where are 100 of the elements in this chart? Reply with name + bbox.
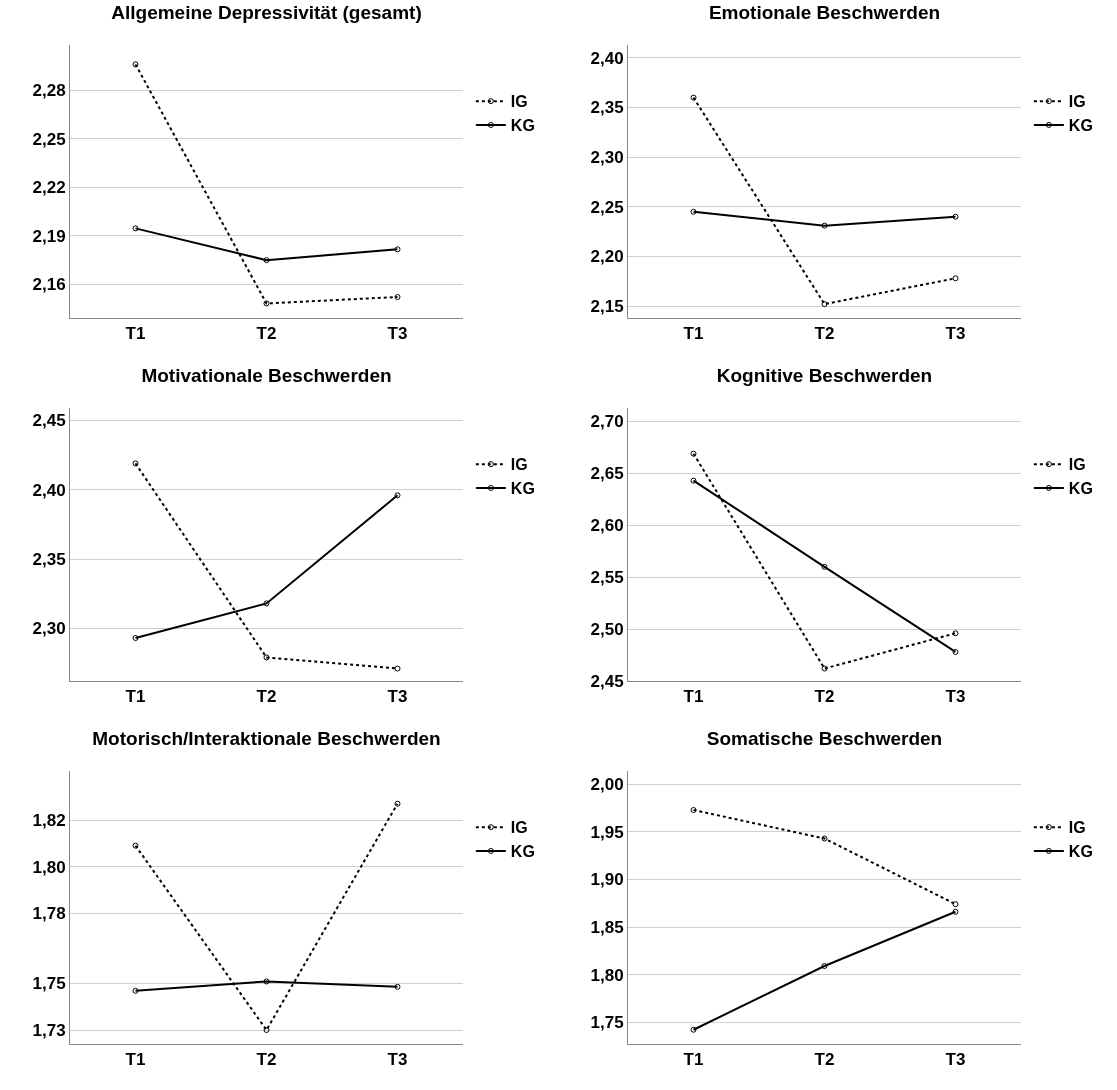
point: [394, 983, 401, 990]
x-tick-label: T2: [256, 687, 277, 707]
point: [132, 460, 139, 467]
y-tick-label: 2,28: [32, 81, 66, 101]
legend-label: IG: [1068, 819, 1086, 837]
x-tick-label: T1: [125, 324, 146, 344]
point: [132, 635, 139, 642]
point: [132, 225, 139, 232]
x-tick-label: T3: [387, 1050, 408, 1070]
y-tick-label: 2,19: [32, 226, 66, 246]
y-tick-label: 2,30: [590, 148, 624, 168]
legend-label: IG: [1068, 456, 1086, 474]
x-tick-label: T2: [814, 1050, 835, 1070]
y-tick-label: 2,50: [590, 620, 624, 640]
legend-label: IG: [510, 456, 528, 474]
point: [952, 275, 959, 282]
point: [690, 450, 697, 457]
y-tick-label: 1,78: [32, 904, 66, 924]
y-tick-label: 2,55: [590, 568, 624, 588]
y-tick-label: 1,75: [32, 974, 66, 994]
y-tick-label: 1,82: [32, 810, 66, 830]
x-tick-label: T2: [256, 324, 277, 344]
point: [952, 901, 959, 908]
point: [263, 257, 270, 264]
legend-label: KG: [1068, 117, 1093, 135]
point: [690, 1026, 697, 1033]
x-tick-label: T2: [256, 1050, 277, 1070]
legend-label: IG: [1068, 93, 1086, 111]
y-tick-label: 2,65: [590, 464, 624, 484]
x-tick-label: T1: [125, 687, 146, 707]
chart-title: Somatische Beschwerden: [706, 727, 943, 749]
x-tick-label: T3: [945, 687, 966, 707]
point: [394, 294, 401, 300]
x-tick-label: T1: [683, 687, 704, 707]
point: [952, 630, 959, 637]
y-tick-label: 2,20: [590, 247, 624, 267]
y-tick-label: 2,60: [590, 516, 624, 536]
x-tick-label: T3: [387, 324, 408, 344]
x-tick-label: T1: [683, 1050, 704, 1070]
x-tick-label: T3: [387, 687, 408, 707]
point: [821, 563, 828, 570]
chart-title: Motorisch/Interaktionale Beschwerden: [92, 727, 441, 749]
y-tick-label: 2,35: [32, 550, 66, 569]
point: [263, 600, 270, 607]
y-tick-label: 2,25: [32, 129, 66, 149]
y-tick-label: 2,22: [32, 178, 66, 198]
point: [821, 301, 828, 308]
point: [394, 800, 401, 807]
point: [132, 61, 139, 68]
legend-label: KG: [510, 843, 535, 861]
point: [263, 654, 270, 661]
point: [132, 842, 139, 849]
y-tick-label: 2,16: [32, 275, 66, 295]
point: [952, 908, 959, 915]
point: [263, 300, 270, 307]
chart-title: Kognitive Beschwerden: [716, 364, 933, 386]
point: [394, 246, 401, 253]
y-tick-label: 2,25: [590, 197, 624, 217]
legend-label: IG: [510, 819, 528, 837]
point: [690, 807, 697, 813]
chart-title: Emotionale Beschwerden: [708, 1, 941, 23]
y-tick-label: 2,70: [590, 412, 624, 432]
chart-title: Allgemeine Depressivität (gesamt): [111, 1, 422, 23]
y-tick-label: 2,45: [32, 411, 66, 431]
legend-label: IG: [510, 93, 528, 111]
y-tick-label: 1,73: [32, 1020, 66, 1040]
point: [821, 835, 828, 842]
x-tick-label: T3: [945, 1050, 966, 1070]
y-tick-label: 2,30: [32, 619, 66, 639]
point: [821, 963, 828, 969]
point: [690, 208, 697, 215]
legend-label: KG: [1068, 843, 1093, 861]
point: [263, 978, 270, 985]
x-tick-label: T1: [683, 324, 704, 344]
y-tick-label: 2,40: [32, 480, 66, 500]
y-tick-label: 1,75: [590, 1013, 624, 1033]
y-tick-label: 2,15: [590, 297, 624, 317]
x-tick-label: T2: [814, 324, 835, 344]
legend-label: KG: [1068, 480, 1093, 498]
point: [394, 665, 401, 672]
y-tick-label: 2,40: [590, 48, 624, 68]
chart-title: Motivationale Beschwerden: [141, 364, 392, 386]
point: [690, 94, 697, 101]
y-tick-label: 1,80: [590, 965, 624, 985]
x-tick-label: T2: [814, 687, 835, 707]
y-tick-label: 1,95: [590, 822, 624, 842]
x-tick-label: T3: [945, 324, 966, 344]
y-tick-label: 2,00: [590, 775, 624, 795]
y-tick-label: 1,80: [32, 857, 66, 877]
y-tick-label: 1,85: [590, 917, 624, 937]
point: [821, 665, 828, 672]
point: [690, 477, 697, 484]
legend-label: KG: [510, 117, 535, 135]
y-tick-label: 2,35: [590, 98, 624, 118]
point: [394, 492, 401, 499]
point: [821, 222, 828, 229]
point: [263, 1027, 270, 1033]
legend-label: KG: [510, 480, 535, 498]
x-tick-label: T1: [125, 1050, 146, 1070]
point: [132, 987, 139, 994]
